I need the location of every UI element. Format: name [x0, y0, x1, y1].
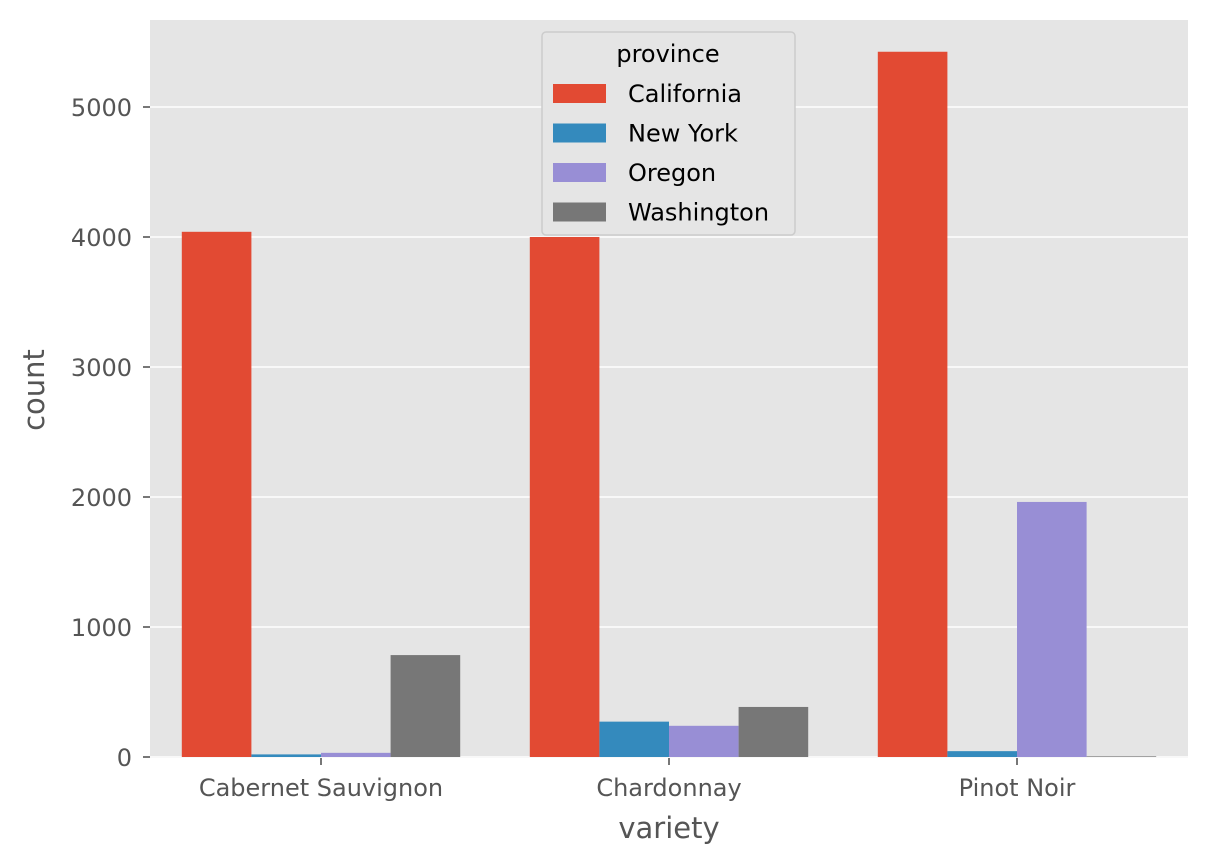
y-tick-label: 1000: [71, 614, 132, 642]
bar-washington-1: [738, 706, 809, 757]
y-tick-label: 0: [117, 744, 132, 772]
bar-oregon-1: [669, 725, 739, 757]
y-tick-label: 2000: [71, 484, 132, 512]
bar-california-0: [181, 231, 252, 758]
bar-oregon-0: [321, 752, 391, 757]
legend-box: [541, 31, 796, 236]
x-tick-label: Pinot Noir: [959, 774, 1076, 802]
bar-california-1: [529, 237, 600, 757]
x-axis-ticks: Cabernet Sauvignon Chardonnay Pinot Noir: [199, 758, 1076, 802]
legend-swatch: [553, 123, 606, 143]
y-tick-label: 5000: [71, 94, 132, 122]
y-axis-label: count: [17, 349, 51, 431]
bar-washington-2: [1086, 756, 1157, 757]
y-axis-ticks: 0 1000 2000 3000 4000 5000: [71, 94, 150, 772]
x-axis-label: variety: [618, 811, 719, 845]
legend-items: California New York Oregon Washington: [553, 80, 769, 227]
legend-swatch: [553, 202, 606, 222]
bar-oregon-2: [1017, 501, 1087, 757]
legend-swatch: [553, 84, 606, 103]
legend-swatch: [553, 163, 606, 182]
bar-new-york-2: [947, 751, 1017, 757]
x-tick-label: Cabernet Sauvignon: [199, 774, 443, 802]
legend-entry-label: Oregon: [628, 159, 716, 187]
legend-entry-label: New York: [628, 120, 738, 148]
bar-california-2: [877, 51, 948, 757]
y-tick-label: 4000: [71, 224, 132, 252]
legend-entry-label: Washington: [628, 199, 769, 227]
x-tick-label: Chardonnay: [596, 774, 741, 802]
bar-washington-0: [390, 655, 461, 757]
legend: province California New York Oregon Washing…: [541, 31, 796, 236]
bar-new-york-0: [251, 754, 321, 757]
legend-title: province: [616, 40, 719, 68]
y-tick-label: 3000: [71, 354, 132, 382]
legend-entry-label: California: [628, 80, 742, 108]
bar-new-york-1: [599, 721, 669, 757]
bars: [181, 51, 1157, 758]
